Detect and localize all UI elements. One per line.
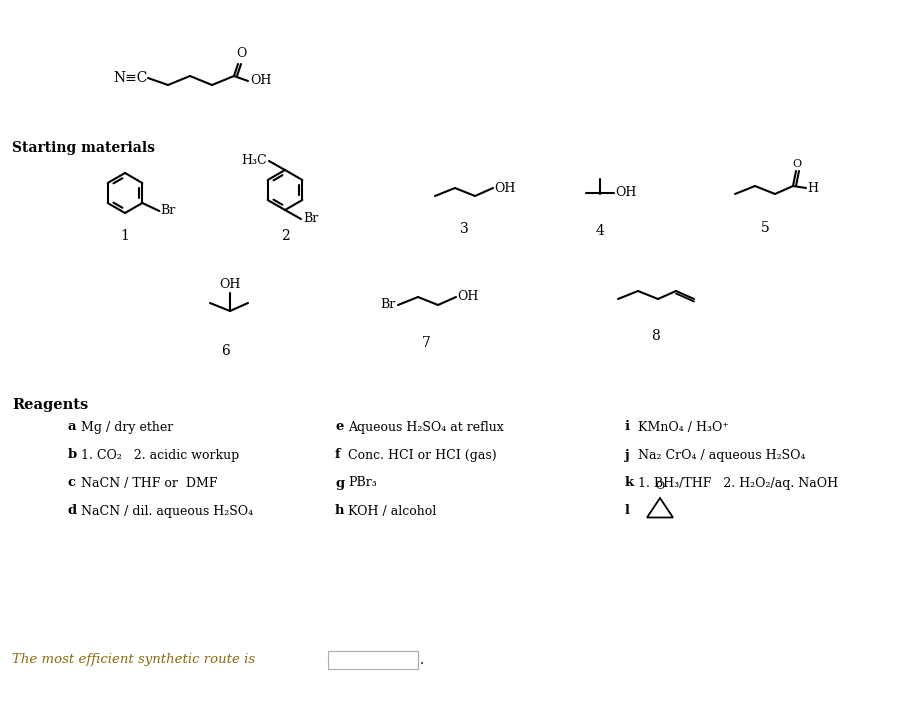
- Text: 2: 2: [281, 229, 290, 243]
- Text: Br: Br: [381, 299, 396, 311]
- Text: 7: 7: [421, 336, 430, 350]
- Text: O: O: [655, 481, 664, 491]
- Text: Reagents: Reagents: [12, 398, 89, 412]
- Text: 3: 3: [460, 222, 468, 236]
- Text: k: k: [625, 477, 634, 489]
- Text: a: a: [68, 421, 77, 433]
- Text: .: .: [420, 653, 424, 667]
- Text: Br: Br: [303, 212, 318, 226]
- Text: Conc. HCI or HCI (gas): Conc. HCI or HCI (gas): [348, 449, 496, 461]
- Text: e: e: [335, 421, 344, 433]
- Text: H: H: [807, 182, 818, 194]
- Text: d: d: [68, 505, 77, 517]
- Text: Na₂ CrO₄ / aqueous H₂SO₄: Na₂ CrO₄ / aqueous H₂SO₄: [638, 449, 805, 461]
- FancyBboxPatch shape: [328, 651, 418, 669]
- Text: c: c: [68, 477, 76, 489]
- Text: H₃C: H₃C: [241, 154, 267, 168]
- Text: h: h: [335, 505, 345, 517]
- Text: 8: 8: [652, 329, 661, 343]
- Text: OH: OH: [457, 290, 478, 304]
- Text: j: j: [625, 449, 630, 461]
- Text: KOH / alcohol: KOH / alcohol: [348, 505, 436, 517]
- Text: OH: OH: [250, 74, 271, 88]
- Text: g: g: [335, 477, 345, 489]
- Text: The most efficient synthetic route is: The most efficient synthetic route is: [12, 653, 255, 667]
- Text: Starting materials: Starting materials: [12, 141, 155, 155]
- Text: OH: OH: [615, 186, 636, 200]
- Text: PBr₃: PBr₃: [348, 477, 377, 489]
- Text: KMnO₄ / H₃O⁺: KMnO₄ / H₃O⁺: [638, 421, 729, 433]
- Text: 6: 6: [220, 344, 229, 358]
- Text: OH: OH: [219, 278, 240, 291]
- Text: i: i: [625, 421, 630, 433]
- Text: NaCN / dil. aqueous H₂SO₄: NaCN / dil. aqueous H₂SO₄: [81, 505, 253, 517]
- Text: b: b: [68, 449, 78, 461]
- Text: N≡C: N≡C: [113, 71, 148, 85]
- Text: Aqueous H₂SO₄ at reflux: Aqueous H₂SO₄ at reflux: [348, 421, 504, 433]
- Text: l: l: [625, 505, 630, 517]
- Text: O: O: [236, 47, 246, 60]
- Text: 1: 1: [121, 229, 130, 243]
- Text: 5: 5: [760, 221, 770, 235]
- Text: 1. BH₃/THF   2. H₂O₂/aq. NaOH: 1. BH₃/THF 2. H₂O₂/aq. NaOH: [638, 477, 838, 489]
- Text: OH: OH: [494, 182, 515, 194]
- Text: NaCN / THF or  DMF: NaCN / THF or DMF: [81, 477, 218, 489]
- Text: 4: 4: [596, 224, 604, 238]
- Text: f: f: [335, 449, 341, 461]
- Text: Br: Br: [160, 205, 175, 217]
- Text: O: O: [792, 159, 802, 169]
- Text: 1. CO₂   2. acidic workup: 1. CO₂ 2. acidic workup: [81, 449, 239, 461]
- Text: Mg / dry ether: Mg / dry ether: [81, 421, 174, 433]
